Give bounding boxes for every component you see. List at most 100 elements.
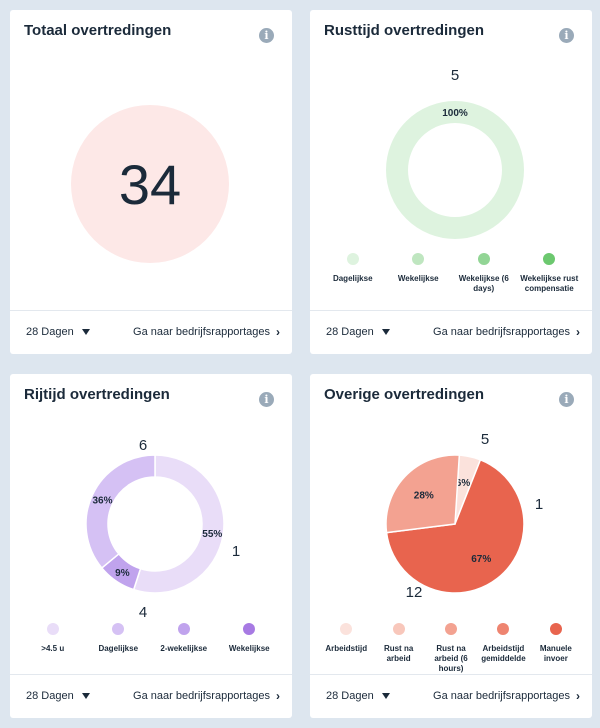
legend-item[interactable]: >4.5 u: [21, 623, 85, 654]
legend-swatch: [243, 623, 256, 635]
legend-swatch: [46, 623, 59, 635]
donut-chart: 100% 5: [386, 67, 524, 239]
report-link-label: Ga naar bedrijfsrapportages: [433, 326, 570, 338]
card-overige-overtredingen: Overige overtredingen i 6% 1 67% 12 28% 5 Arb…: [310, 374, 592, 718]
card-rusttijd-overtredingen: Rusttijd overtredingen i 100% 5 Dagelijks…: [310, 10, 592, 354]
legend-item[interactable]: Manuele invoer: [530, 623, 582, 674]
info-icon[interactable]: i: [559, 28, 574, 43]
total-circle: 34: [71, 105, 229, 263]
card-footer: 28 Dagen Ga naar bedrijfsrapportages ›: [310, 310, 592, 354]
legend-item[interactable]: Rust na arbeid: [372, 623, 424, 674]
period-label: 28 Dagen: [326, 690, 374, 702]
total-count: 34: [118, 152, 182, 216]
segment-count-label: 4: [139, 604, 147, 621]
caret-down-icon: [381, 329, 390, 335]
card-footer: 28 Dagen Ga naar bedrijfsrapportages ›: [310, 674, 592, 718]
chart-legend: >4.5 u Dagelijkse 2-wekelijkse Wekelijkse: [10, 623, 292, 654]
legend-item[interactable]: 2-wekelijkse: [152, 623, 216, 654]
segment-count-label: 5: [481, 431, 489, 448]
segment-percent-label: 28%: [414, 491, 434, 502]
legend-item[interactable]: Dagelijkse: [321, 253, 385, 294]
company-reports-link[interactable]: Ga naar bedrijfsrapportages ›: [433, 325, 580, 339]
card-rijtijd-overtredingen: Rijtijd overtredingen i 55% 6 9% 1 36% 4 >4.5…: [10, 374, 292, 718]
company-reports-link[interactable]: Ga naar bedrijfsrapportages ›: [433, 689, 580, 703]
period-dropdown[interactable]: 28 Dagen: [26, 690, 90, 702]
info-icon[interactable]: i: [259, 392, 274, 407]
legend-label: Wekelijkse rust compensatie: [520, 274, 579, 293]
legend-label: Rust na arbeid (6 hours): [434, 644, 468, 673]
legend-swatch: [346, 253, 359, 265]
legend-swatch: [497, 623, 510, 635]
donut-segment[interactable]: [132, 454, 225, 594]
legend-item[interactable]: Wekelijkse rust compensatie: [517, 253, 581, 294]
legend-label: Arbeidstijd gemiddelde: [481, 644, 526, 663]
segment-percent-label: 67%: [471, 554, 491, 565]
legend-swatch: [412, 253, 425, 265]
segment-count-label: 1: [535, 496, 543, 513]
caret-down-icon: [81, 693, 90, 699]
legend-label: Rust na arbeid: [383, 644, 414, 663]
caret-down-icon: [81, 329, 90, 335]
segment-percent-label: 55%: [202, 529, 222, 540]
chevron-right-icon: ›: [276, 689, 280, 703]
segment-count-label: 5: [451, 67, 459, 84]
period-dropdown[interactable]: 28 Dagen: [326, 326, 390, 338]
legend-label: Dagelijkse: [332, 274, 373, 283]
card-title: Rusttijd overtredingen: [324, 22, 485, 39]
legend-item[interactable]: Wekelijkse: [386, 253, 450, 294]
segment-percent-label: 100%: [442, 108, 468, 119]
period-dropdown[interactable]: 28 Dagen: [26, 326, 90, 338]
legend-label: Dagelijkse: [98, 644, 139, 653]
report-link-label: Ga naar bedrijfsrapportages: [133, 326, 270, 338]
segment-count-label: 1: [232, 543, 240, 560]
legend-label: Manuele invoer: [539, 644, 572, 663]
caret-down-icon: [381, 693, 390, 699]
donut-chart: 6% 1 67% 12 28% 5: [385, 431, 543, 601]
legend-item[interactable]: Arbeidstijd: [320, 623, 372, 674]
donut-chart: 55% 6 9% 1 36% 4: [85, 437, 240, 621]
card-totaal-overtredingen: Totaal overtredingen i 34 28 Dagen Ga na…: [10, 10, 292, 354]
legend-item[interactable]: Wekelijkse: [217, 623, 281, 654]
donut-segment[interactable]: [386, 101, 524, 239]
legend-swatch: [445, 623, 458, 635]
info-icon[interactable]: i: [559, 392, 574, 407]
legend-swatch: [549, 623, 562, 635]
chevron-right-icon: ›: [276, 325, 280, 339]
legend-item[interactable]: Dagelijkse: [86, 623, 150, 654]
legend-item[interactable]: Arbeidstijd gemiddelde: [477, 623, 529, 674]
legend-label: Arbeidstijd: [325, 644, 368, 653]
chevron-right-icon: ›: [576, 325, 580, 339]
card-title: Overige overtredingen: [324, 386, 485, 403]
card-title: Rijtijd overtredingen: [24, 386, 170, 403]
legend-swatch: [340, 623, 353, 635]
segment-percent-label: 36%: [93, 495, 113, 506]
period-label: 28 Dagen: [326, 326, 374, 338]
period-dropdown[interactable]: 28 Dagen: [326, 690, 390, 702]
card-title: Totaal overtredingen: [24, 22, 172, 39]
donut-segment[interactable]: [385, 458, 525, 594]
segment-percent-label: 9%: [115, 568, 130, 579]
legend-swatch: [112, 623, 125, 635]
legend-swatch: [477, 253, 490, 265]
report-link-label: Ga naar bedrijfsrapportages: [133, 690, 270, 702]
company-reports-link[interactable]: Ga naar bedrijfsrapportages ›: [133, 689, 280, 703]
legend-label: Wekelijkse (6 days): [458, 274, 509, 293]
donut-segment[interactable]: [85, 454, 156, 570]
legend-swatch: [392, 623, 405, 635]
segment-count-label: 6: [139, 437, 147, 454]
company-reports-link[interactable]: Ga naar bedrijfsrapportages ›: [133, 325, 280, 339]
info-icon[interactable]: i: [259, 28, 274, 43]
segment-percent-label: 6%: [456, 478, 471, 489]
card-footer: 28 Dagen Ga naar bedrijfsrapportages ›: [10, 310, 292, 354]
legend-label: Wekelijkse: [228, 644, 270, 653]
report-link-label: Ga naar bedrijfsrapportages: [433, 690, 570, 702]
legend-label: 2-wekelijkse: [160, 644, 208, 653]
donut-segment[interactable]: [385, 454, 461, 534]
legend-item[interactable]: Wekelijkse (6 days): [452, 253, 516, 294]
legend-label: >4.5 u: [41, 644, 65, 653]
segment-count-label: 12: [406, 584, 423, 601]
chevron-right-icon: ›: [576, 689, 580, 703]
legend-item[interactable]: Rust na arbeid (6 hours): [425, 623, 477, 674]
chart-legend: Arbeidstijd Rust na arbeid Rust na arbeid …: [310, 623, 592, 674]
card-footer: 28 Dagen Ga naar bedrijfsrapportages ›: [10, 674, 292, 718]
